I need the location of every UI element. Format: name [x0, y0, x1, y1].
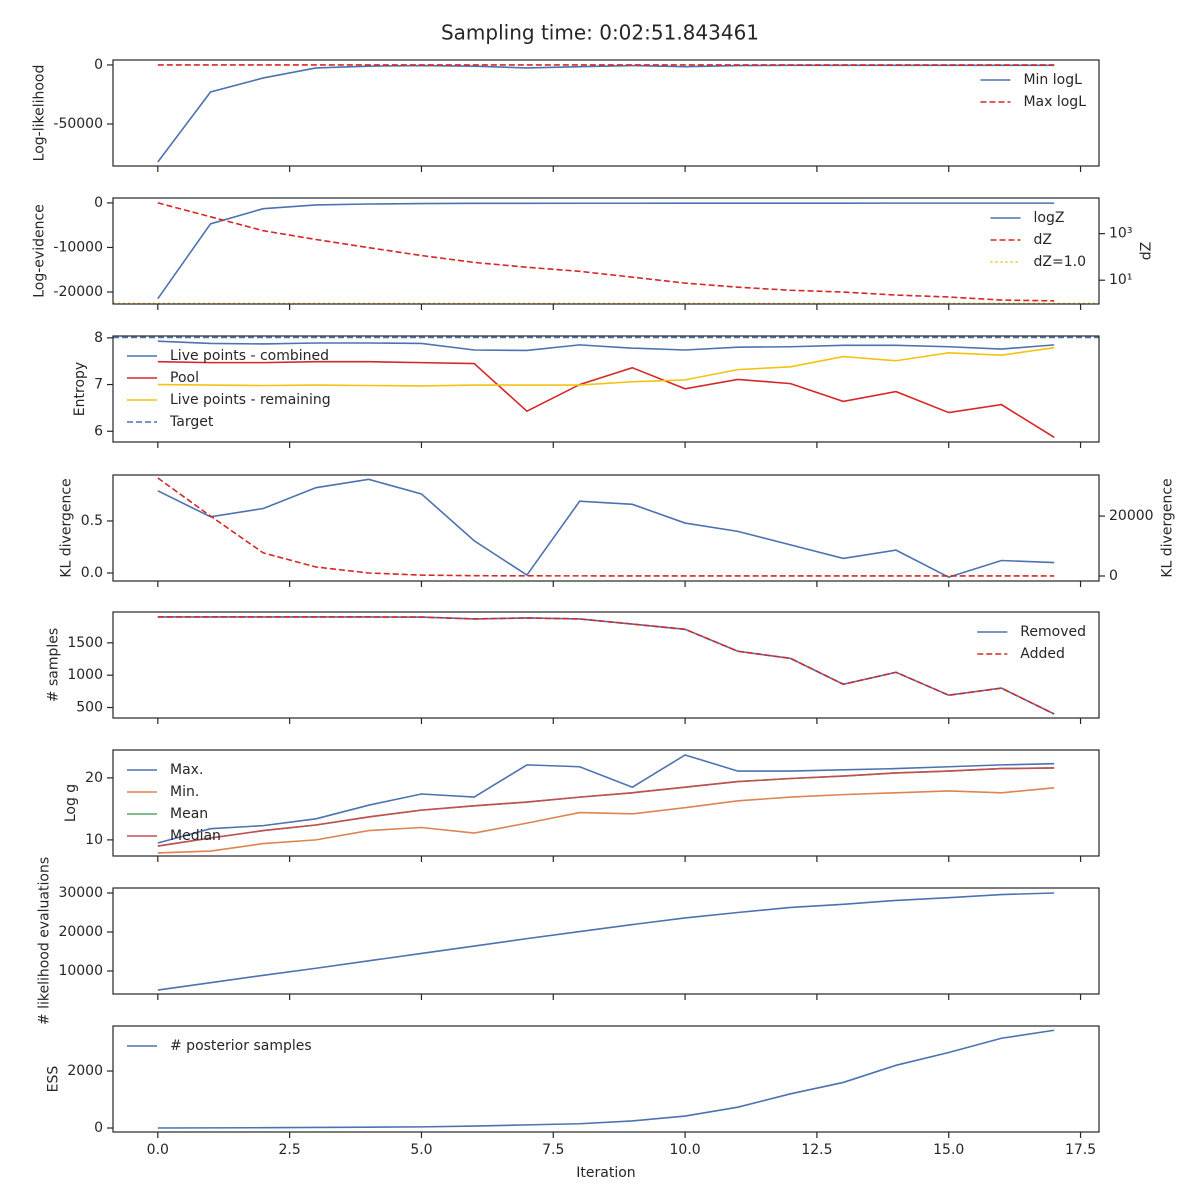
y-axis-label: ESS — [45, 1066, 61, 1093]
y-tick-label: 20000 — [58, 924, 103, 940]
plot-area — [157, 754, 1055, 854]
y-tick-label: -50000 — [53, 116, 103, 132]
y2-tick-label: 10³ — [1109, 226, 1132, 242]
y2-axis-label: KL divergence — [1160, 478, 1176, 577]
axes-frame — [112, 335, 1100, 443]
y-axis-label: Log g — [63, 784, 79, 822]
x-tick-label: 15.0 — [933, 1142, 964, 1158]
series-line — [157, 787, 1055, 854]
series-line — [157, 892, 1055, 991]
y-tick-label: 8 — [94, 330, 103, 346]
axes-frame — [112, 197, 1100, 305]
plot-area — [157, 1029, 1055, 1129]
y-tick-label: -20000 — [53, 284, 103, 300]
x-tick-label: 5.0 — [410, 1142, 432, 1158]
series-line — [157, 616, 1055, 715]
legend-label: Min. — [170, 784, 199, 800]
y-tick-label: 0.5 — [81, 513, 103, 529]
y-tick-label: -10000 — [53, 239, 103, 255]
series-line — [157, 767, 1055, 847]
x-tick-label: 10.0 — [670, 1142, 701, 1158]
y-axis-label: KL divergence — [59, 478, 75, 577]
x-axis-label: Iteration — [576, 1165, 635, 1181]
y-tick-label: 1500 — [67, 635, 103, 651]
legend-label: Max. — [170, 762, 203, 778]
y-tick-label: 10000 — [58, 963, 103, 979]
y-tick-label: 500 — [76, 700, 103, 716]
series-line — [157, 616, 1055, 715]
plot-area — [113, 202, 1099, 304]
series-line — [157, 1029, 1055, 1129]
legend-label: Added — [1020, 646, 1065, 662]
y-tick-label: 30000 — [58, 885, 103, 901]
legend-label: logZ — [1034, 210, 1065, 226]
series-line — [157, 360, 1055, 439]
y-axis-label: Log-evidence — [31, 204, 47, 298]
y-axis-label: # likelihood evaluations — [36, 857, 52, 1025]
y2-axis-label: dZ — [1138, 242, 1154, 260]
series-line — [157, 202, 1055, 300]
y-tick-label: 0 — [94, 57, 103, 73]
legend-label: Median — [170, 828, 221, 844]
axes-frame — [112, 887, 1100, 995]
series-line — [157, 340, 1055, 352]
figure-title: Sampling time: 0:02:51.843461 — [441, 21, 759, 45]
series-line — [157, 478, 1055, 579]
y-tick-label: 1000 — [67, 667, 103, 683]
plot-area — [157, 477, 1055, 579]
plot-area — [157, 892, 1055, 991]
series-line — [157, 767, 1055, 847]
series-line — [157, 202, 1055, 302]
legend-label: Live points - remaining — [170, 392, 331, 408]
y2-tick-label: 0 — [1109, 568, 1118, 584]
legend-label: Mean — [170, 806, 208, 822]
axes-frame — [112, 611, 1100, 719]
y-tick-label: 2000 — [67, 1063, 103, 1079]
x-tick-label: 12.5 — [801, 1142, 832, 1158]
y-axis-label: # samples — [45, 628, 61, 702]
legend-label: Max logL — [1023, 94, 1086, 110]
x-tick-label: 7.5 — [542, 1142, 564, 1158]
plot-area — [157, 616, 1055, 715]
x-tick-label: 0.0 — [147, 1142, 169, 1158]
legend-label: dZ=1.0 — [1034, 254, 1086, 270]
series-line — [157, 346, 1055, 387]
y-tick-label: 0 — [94, 1120, 103, 1136]
y-axis-label: Entropy — [72, 362, 88, 416]
series-line — [157, 64, 1055, 163]
plot-area — [113, 336, 1099, 439]
axes-frame — [112, 59, 1100, 167]
plot-area — [157, 64, 1055, 163]
legend-label: Target — [169, 414, 214, 430]
legend-label: Pool — [170, 370, 199, 386]
legend-label: Min logL — [1023, 72, 1082, 88]
legend-label: dZ — [1034, 232, 1052, 248]
y-axis-label: Log-likelihood — [31, 65, 47, 162]
legend-label: Removed — [1020, 624, 1086, 640]
y-tick-label: 10 — [85, 832, 103, 848]
legend-label: # posterior samples — [170, 1038, 312, 1054]
x-tick-label: 2.5 — [279, 1142, 301, 1158]
axes-frame — [112, 749, 1100, 857]
legend-label: Live points - combined — [170, 348, 329, 364]
y-tick-label: 7 — [94, 377, 103, 393]
y2-tick-label: 20000 — [1109, 508, 1154, 524]
y-tick-label: 20 — [85, 770, 103, 786]
axes-frame — [112, 474, 1100, 582]
y2-tick-label: 10¹ — [1109, 272, 1132, 288]
y-tick-label: 6 — [94, 423, 103, 439]
axes-frame — [112, 1025, 1100, 1133]
y-tick-label: 0.0 — [81, 565, 103, 581]
series-line — [157, 754, 1055, 844]
series-line — [157, 477, 1055, 577]
x-tick-label: 17.5 — [1065, 1142, 1096, 1158]
y-tick-label: 0 — [94, 195, 103, 211]
